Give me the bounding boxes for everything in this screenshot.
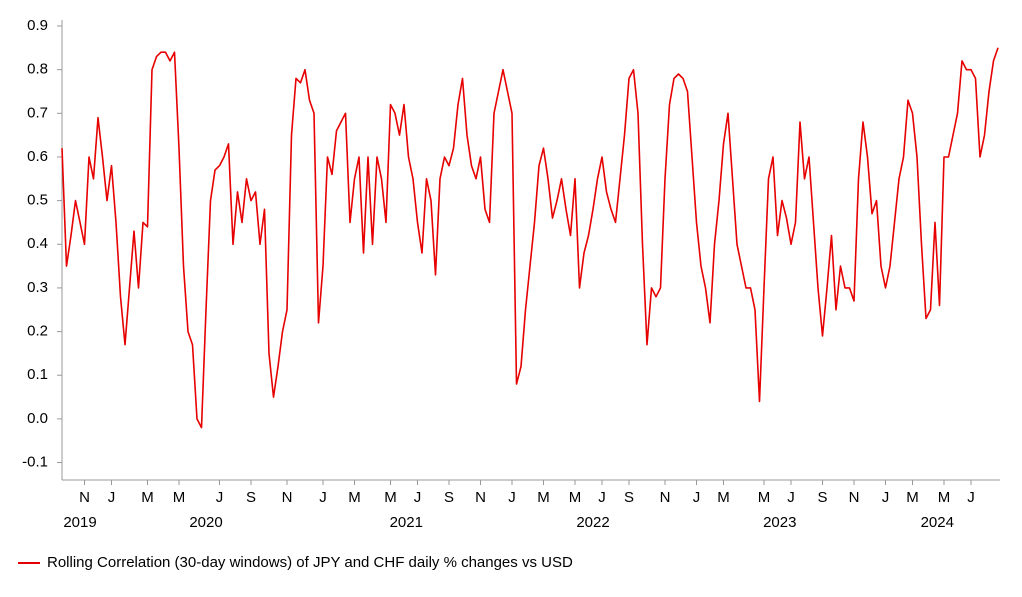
y-tick-label: 0.1 xyxy=(27,366,48,383)
y-tick-label: 0.9 xyxy=(27,17,48,34)
x-tick-label: N xyxy=(282,489,293,506)
year-label: 2023 xyxy=(763,514,796,531)
x-tick-label: M xyxy=(173,489,186,506)
x-tick-label: S xyxy=(246,489,256,506)
x-tick-label: J xyxy=(216,489,224,506)
x-tick-label: N xyxy=(79,489,90,506)
x-tick-label: J xyxy=(598,489,606,506)
legend-label: Rolling Correlation (30-day windows) of … xyxy=(47,554,573,571)
year-label: 2019 xyxy=(63,514,96,531)
x-tick-label: M xyxy=(537,489,550,506)
y-tick-label: -0.1 xyxy=(22,454,48,471)
x-tick-label: M xyxy=(717,489,730,506)
x-tick-label: N xyxy=(849,489,860,506)
x-tick-label: M xyxy=(348,489,361,506)
x-tick-label: J xyxy=(693,489,701,506)
x-tick-label: J xyxy=(414,489,422,506)
x-tick-label: M xyxy=(906,489,919,506)
x-tick-label: M xyxy=(384,489,397,506)
x-tick-label: M xyxy=(569,489,582,506)
y-tick-label: 0.4 xyxy=(27,235,48,252)
x-tick-label: J xyxy=(787,489,795,506)
y-tick-label: 0.5 xyxy=(27,192,48,209)
y-tick-label: 0.2 xyxy=(27,323,48,340)
y-tick-label: 0.3 xyxy=(27,279,48,296)
year-label: 2021 xyxy=(390,514,423,531)
x-tick-label: M xyxy=(938,489,951,506)
year-label: 2022 xyxy=(576,514,609,531)
year-label: 2020 xyxy=(189,514,222,531)
x-tick-label: S xyxy=(444,489,454,506)
x-tick-label: M xyxy=(758,489,771,506)
series-line xyxy=(61,47,999,429)
x-tick-label: J xyxy=(508,489,516,506)
x-tick-label: J xyxy=(882,489,890,506)
y-tick-label: 0.8 xyxy=(27,61,48,78)
x-tick-label: J xyxy=(108,489,116,506)
x-tick-label: M xyxy=(141,489,154,506)
x-tick-label: N xyxy=(475,489,486,506)
x-tick-label: N xyxy=(660,489,671,506)
y-tick-label: 0.7 xyxy=(27,104,48,121)
y-tick-label: 0.6 xyxy=(27,148,48,165)
x-tick-label: J xyxy=(319,489,327,506)
year-label: 2024 xyxy=(921,514,954,531)
x-tick-label: J xyxy=(967,489,975,506)
x-tick-label: S xyxy=(624,489,634,506)
x-tick-label: S xyxy=(817,489,827,506)
y-tick-label: 0.0 xyxy=(27,410,48,427)
